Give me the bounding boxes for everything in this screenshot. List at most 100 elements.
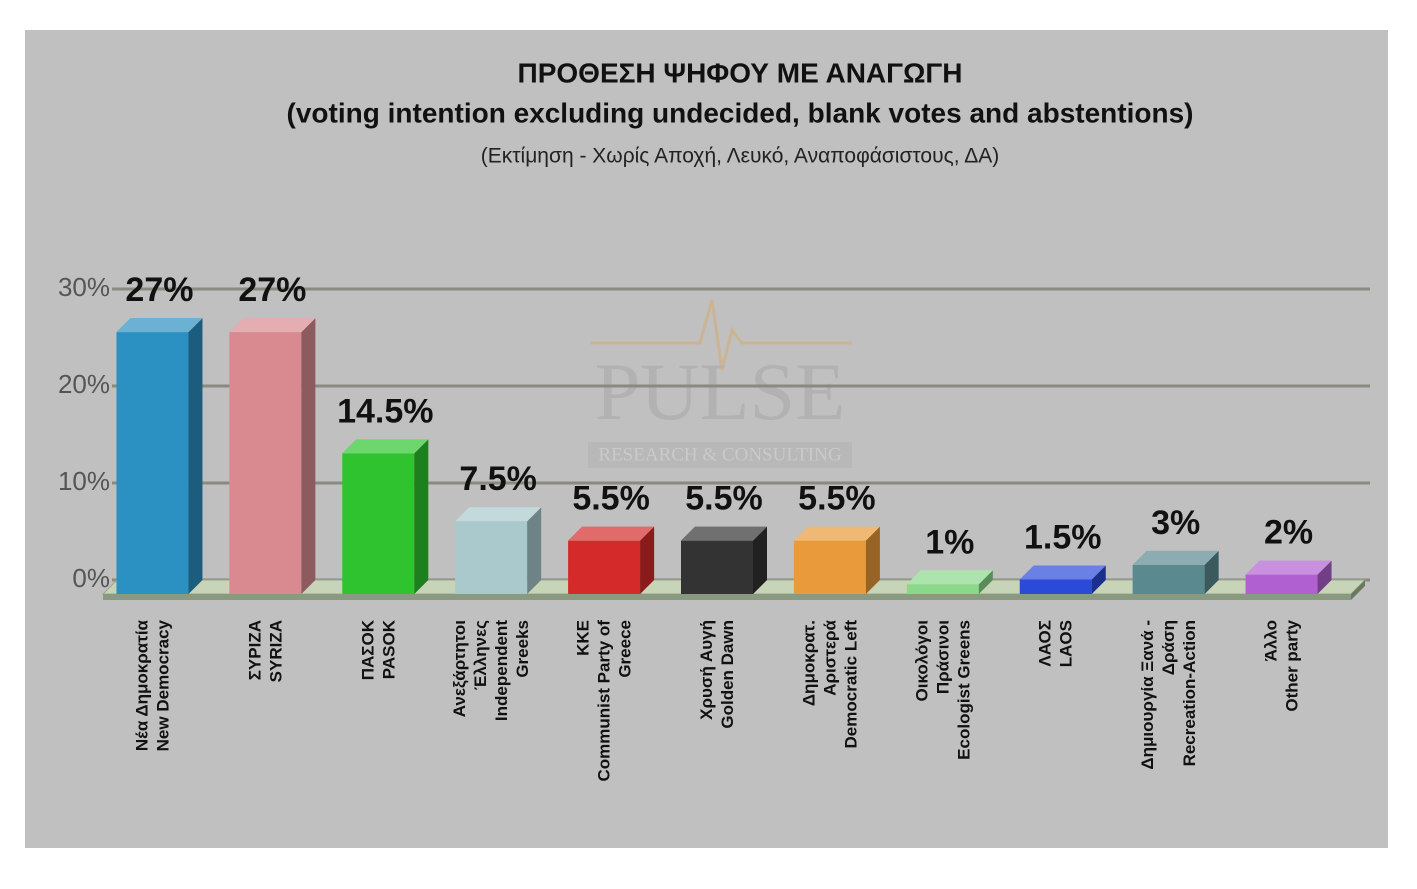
chart-note: (Εκτίμηση - Χωρίς Αποχή, Λευκό, Αναποφάσ… <box>481 145 1000 168</box>
x-tick-label: ΛΑΟΣ <box>1036 620 1055 667</box>
x-tick-label: Πράσινοι <box>933 620 952 694</box>
bar-side-shade <box>301 318 316 594</box>
chart-title: ΠΡΟΘΕΣΗ ΨΗΦΟΥ ΜΕ ΑΝΑΓΩΓΗ <box>518 57 963 88</box>
value-label: 3% <box>1151 504 1200 542</box>
watermark: PULSE RESEARCH & CONSULTING <box>588 299 852 468</box>
x-tick-label: Οικολόγοι <box>912 620 931 702</box>
bar <box>1132 550 1219 594</box>
bar <box>568 526 655 594</box>
x-tick-label: Golden Dawn <box>718 620 737 729</box>
bar-front <box>1019 579 1092 594</box>
bar <box>906 570 993 594</box>
bar-side-shade <box>414 439 429 594</box>
bar-side-shade <box>1204 550 1219 594</box>
bar-side <box>865 526 880 594</box>
x-tick-label: Independent <box>492 620 511 721</box>
watermark-tagline: RESEARCH & CONSULTING <box>598 444 841 465</box>
bar-top <box>681 526 767 541</box>
bar-top <box>793 526 880 541</box>
bar-top-light <box>1132 550 1219 565</box>
x-tick-label: New Democracy <box>153 619 172 751</box>
bar-side-shade <box>1091 565 1106 594</box>
x-tick-label: Greece <box>616 620 635 678</box>
bar <box>229 318 316 594</box>
value-label: 27% <box>125 271 193 309</box>
value-label: 1.5% <box>1024 518 1102 556</box>
x-tick-label: Ανεξάρτητοι <box>450 620 469 717</box>
bar-front <box>906 584 979 594</box>
bar-front <box>116 332 189 594</box>
x-tick-label: ΠΑΣΟΚ <box>358 619 377 680</box>
bar-side-shade <box>640 526 655 594</box>
floor-side <box>1351 580 1365 600</box>
bar-side <box>753 526 767 594</box>
bar-side-shade <box>188 318 203 594</box>
bar <box>793 526 880 594</box>
x-tick-label: Άλλο <box>1262 620 1281 661</box>
x-tick-label: ΚΚΕ <box>574 620 593 656</box>
bar-side <box>1091 565 1106 594</box>
value-label: 14.5% <box>337 392 433 430</box>
value-label: 2% <box>1264 514 1313 552</box>
value-label: 1% <box>925 523 974 561</box>
bar-top-light <box>568 526 655 541</box>
bar-front <box>681 540 753 594</box>
bar-side <box>414 439 429 594</box>
bar-top <box>116 318 203 333</box>
bar-side <box>1204 550 1219 594</box>
bar-top-light <box>455 507 542 522</box>
bar-top-light <box>116 318 203 333</box>
bar-side <box>527 507 542 594</box>
value-label: 5.5% <box>572 480 650 518</box>
bar-top <box>1019 565 1106 580</box>
bar-top <box>1132 550 1219 565</box>
x-tick-label: Δράση <box>1159 620 1178 675</box>
watermark-band <box>588 442 852 468</box>
value-label: 7.5% <box>459 460 537 498</box>
bar-front <box>1132 564 1205 594</box>
x-tick-label: Έλληνες <box>471 620 490 690</box>
bar-side-shade <box>978 570 993 594</box>
x-tick-label: Δημιουργία Ξανά - <box>1138 620 1157 770</box>
bar-top-light <box>1245 560 1332 575</box>
y-tick-label: 10% <box>58 466 110 496</box>
bar <box>1019 565 1106 594</box>
x-tick-label: Αριστερά <box>820 619 839 695</box>
x-tick-label: Democratic Left <box>841 620 860 749</box>
x-tick-label: SYRIZA <box>266 620 285 682</box>
bar-top-light <box>1019 565 1106 580</box>
x-tick-label: Χρυσή Αυγή <box>697 620 716 720</box>
bar-top <box>455 507 542 522</box>
bar-front <box>568 540 641 594</box>
chart-subtitle: (voting intention excluding undecided, b… <box>287 97 1194 128</box>
bar-side <box>640 526 655 594</box>
value-label: 27% <box>238 271 306 309</box>
bar-side-shade <box>753 526 767 594</box>
bar-top-light <box>906 570 993 585</box>
bar-top-light <box>793 526 880 541</box>
watermark-pulse <box>590 299 852 371</box>
bar <box>681 526 767 594</box>
bar-top <box>906 570 993 585</box>
bar-top <box>229 318 316 333</box>
bar-top <box>1245 560 1332 575</box>
x-tick-label: Νέα Δημοκρατία <box>132 619 151 751</box>
bar-front <box>455 521 528 594</box>
y-tick-label: 20% <box>58 369 110 399</box>
x-tick-label: Communist Party of <box>595 620 614 782</box>
bar-side-shade <box>1317 560 1332 594</box>
bar-top-light <box>681 526 767 541</box>
bar <box>455 507 542 594</box>
bar-front <box>342 453 415 594</box>
x-tick-label: PASOK <box>379 619 398 679</box>
bar <box>342 439 429 594</box>
bar <box>116 318 203 594</box>
bar-side <box>1317 560 1332 594</box>
bar-side-shade <box>527 507 542 594</box>
value-label: 5.5% <box>685 480 763 518</box>
x-tick-label: ΣΥΡΙΖΑ <box>245 620 264 680</box>
x-tick-label: Recreation-Action <box>1180 620 1199 766</box>
value-label: 5.5% <box>798 480 876 518</box>
bar-top <box>568 526 655 541</box>
